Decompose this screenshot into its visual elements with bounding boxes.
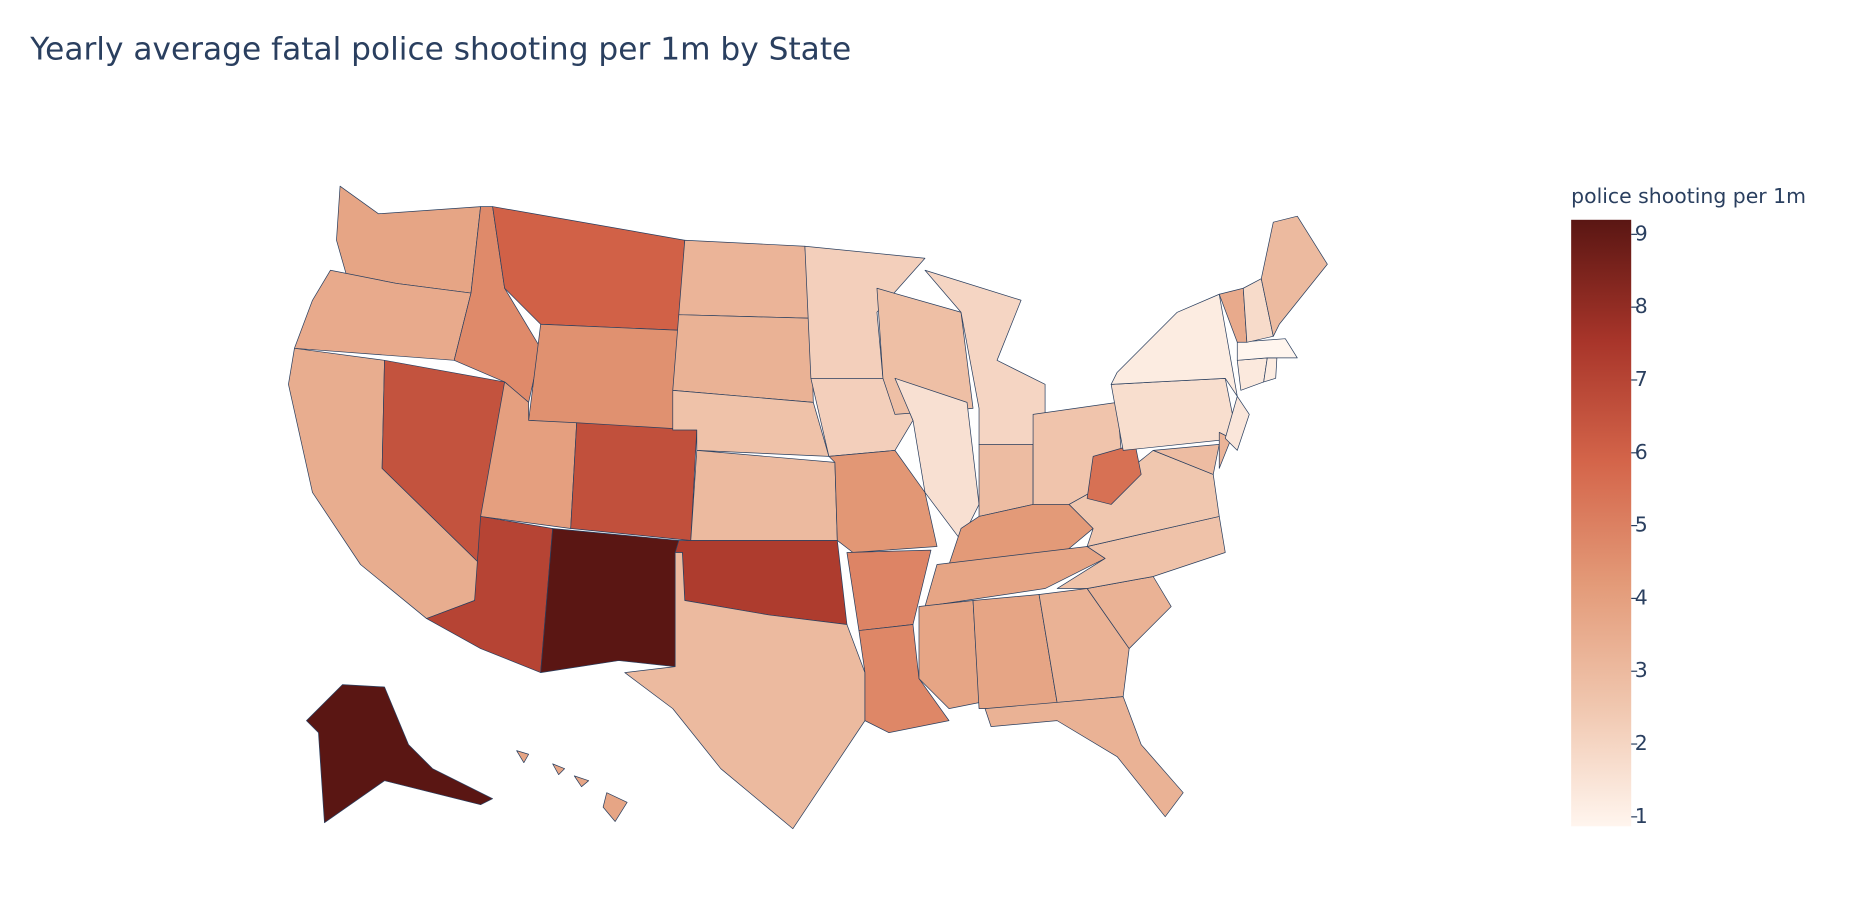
state	[858, 624, 950, 733]
state	[528, 323, 680, 431]
state	[1056, 516, 1226, 589]
state	[918, 600, 980, 709]
state	[1152, 444, 1220, 475]
state	[672, 314, 814, 403]
colorbar-tick-label: 7	[1635, 367, 1648, 391]
state	[540, 528, 680, 673]
state	[516, 750, 628, 822]
colorbar-tick-label: 9	[1635, 221, 1648, 245]
colorbar-tick-label: 8	[1635, 294, 1648, 318]
state	[1110, 377, 1238, 451]
state	[570, 422, 698, 541]
state	[1236, 357, 1268, 391]
map	[288, 185, 1328, 830]
state	[810, 377, 914, 457]
state	[678, 239, 812, 319]
colorbar-tick-label: 3	[1635, 658, 1648, 682]
state	[828, 450, 938, 553]
state	[1260, 215, 1328, 337]
colorbar-title: police shooting per 1m	[1571, 184, 1806, 208]
state	[1224, 395, 1250, 451]
colorbar-tick-label: 4	[1635, 585, 1648, 609]
state	[924, 546, 1106, 607]
state	[984, 696, 1184, 818]
state	[306, 684, 493, 824]
colorbar-tick-label: 2	[1635, 731, 1648, 755]
state	[690, 450, 838, 541]
colorbar-tick-label: 5	[1635, 513, 1648, 537]
chart-title: Yearly average fatal police shooting per…	[29, 31, 851, 67]
state	[978, 444, 1034, 517]
colorbar-tick-label: 1	[1635, 804, 1648, 828]
state	[1038, 588, 1130, 703]
colorbar	[1571, 219, 1632, 827]
colorbar-tick-label: 6	[1635, 440, 1648, 464]
state	[846, 549, 932, 631]
state	[1236, 338, 1298, 361]
state	[804, 245, 926, 379]
state	[492, 206, 686, 331]
